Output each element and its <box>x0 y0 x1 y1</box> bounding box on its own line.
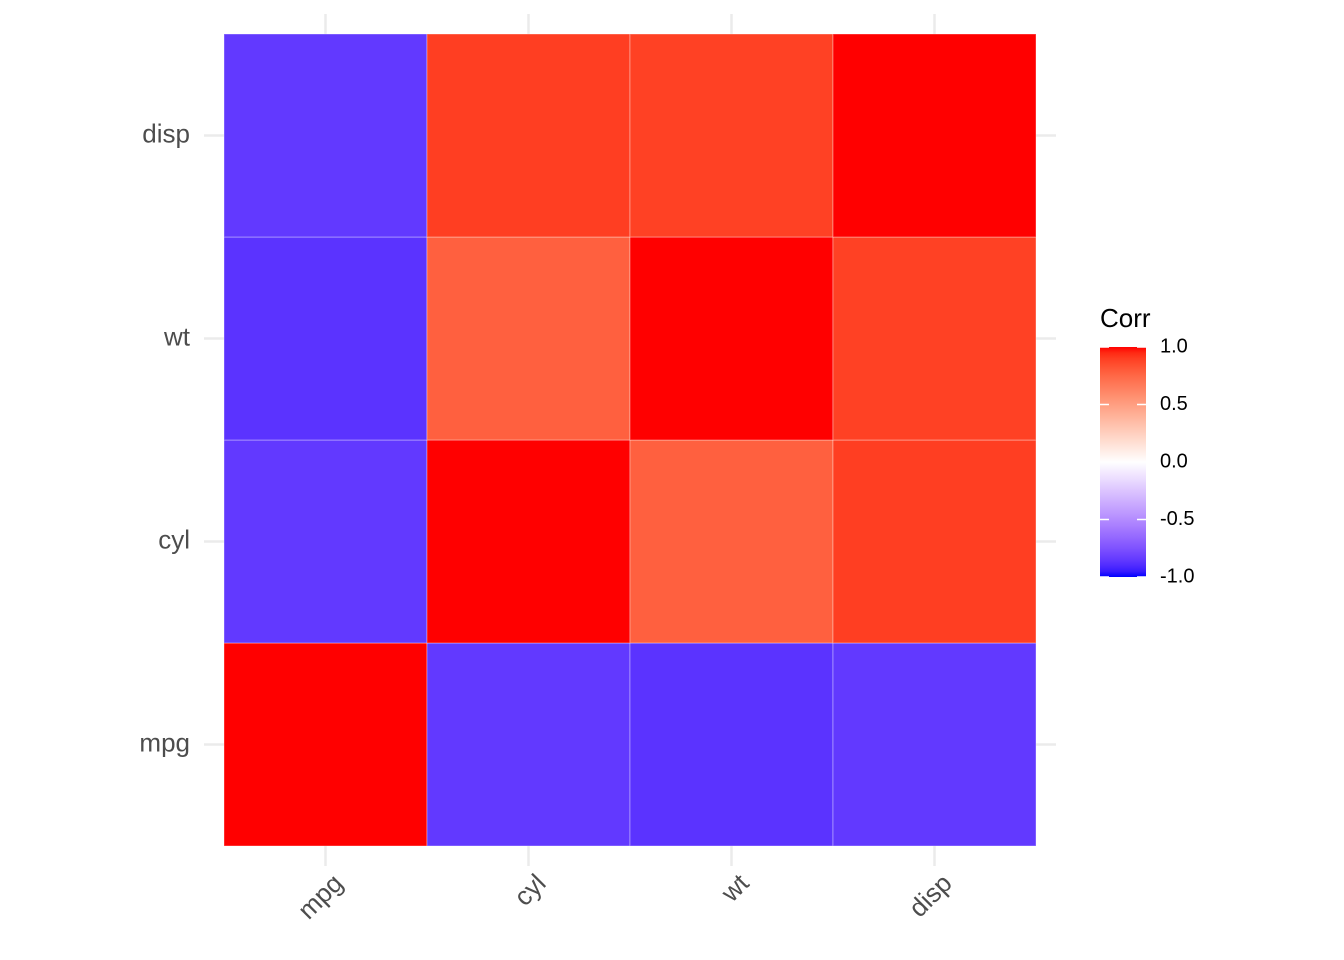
heatmap-cell <box>426 236 631 441</box>
x-tick-label: wt <box>714 867 755 908</box>
heatmap-cell <box>223 236 428 441</box>
colorbar-label: -1.0 <box>1160 565 1194 587</box>
heatmap-cell <box>832 642 1037 847</box>
y-tick-label: wt <box>163 321 191 351</box>
legend-title: Corr <box>1100 303 1151 333</box>
heatmap-cell <box>223 33 428 238</box>
heatmap-cell <box>832 236 1037 441</box>
heatmap-cell <box>426 642 631 847</box>
x-tick-label: disp <box>903 868 958 923</box>
heatmap-cell <box>629 642 834 847</box>
colorbar-label: -0.5 <box>1160 508 1194 530</box>
heatmap-cell <box>426 33 631 238</box>
heatmap-cell <box>223 439 428 644</box>
colorbar-label: 1.0 <box>1160 335 1188 357</box>
y-tick-label: cyl <box>158 524 190 554</box>
heatmap-cell <box>426 439 631 644</box>
heatmap-cell <box>832 439 1037 644</box>
x-tick-label: cyl <box>508 868 552 912</box>
heatmap-cell <box>223 642 428 847</box>
y-tick-label: mpg <box>139 727 190 757</box>
colorbar-label: 0.5 <box>1160 393 1188 415</box>
colorbar-label: 0.0 <box>1160 450 1188 472</box>
y-tick-label: disp <box>142 118 190 148</box>
heatmap-cell <box>629 236 834 441</box>
x-tick-label: mpg <box>292 868 349 925</box>
heatmap-cell <box>629 33 834 238</box>
heatmap-cell <box>629 439 834 644</box>
heatmap-cell <box>832 33 1037 238</box>
